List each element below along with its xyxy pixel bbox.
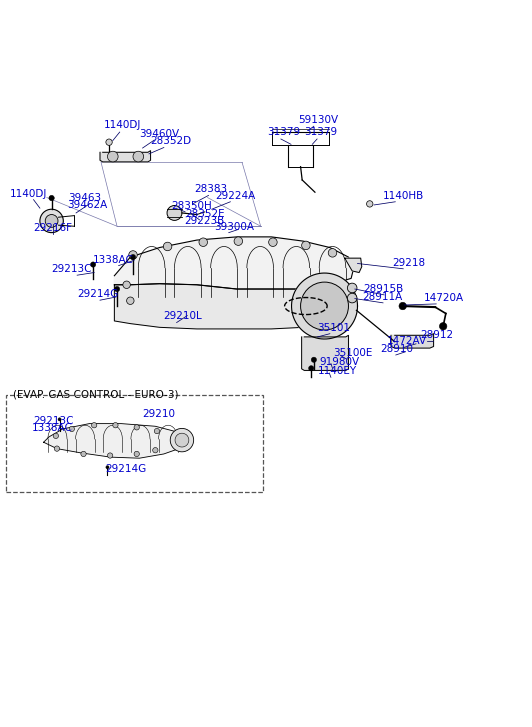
Polygon shape bbox=[345, 258, 362, 273]
Text: 28912: 28912 bbox=[420, 329, 453, 340]
Circle shape bbox=[40, 209, 63, 233]
Text: 1140DJ: 1140DJ bbox=[104, 121, 141, 130]
Text: 28352D: 28352D bbox=[150, 137, 191, 146]
Text: (EVAP. GAS CONTROL - EURO-3): (EVAP. GAS CONTROL - EURO-3) bbox=[13, 389, 179, 399]
Circle shape bbox=[130, 254, 136, 260]
Text: 29216F: 29216F bbox=[33, 222, 72, 233]
Text: 28915B: 28915B bbox=[363, 284, 404, 294]
Circle shape bbox=[367, 201, 373, 207]
Circle shape bbox=[45, 214, 58, 228]
Text: 29210: 29210 bbox=[142, 409, 175, 419]
Text: 39463: 39463 bbox=[68, 193, 101, 203]
Text: 29224A: 29224A bbox=[215, 190, 256, 201]
Text: 29214G: 29214G bbox=[77, 289, 119, 299]
Text: 39460V: 39460V bbox=[139, 129, 179, 139]
Circle shape bbox=[302, 241, 310, 249]
Text: 29210L: 29210L bbox=[163, 311, 202, 321]
Circle shape bbox=[113, 422, 118, 428]
Circle shape bbox=[347, 293, 357, 303]
Circle shape bbox=[133, 151, 144, 162]
Polygon shape bbox=[391, 334, 434, 348]
Circle shape bbox=[318, 297, 326, 305]
Circle shape bbox=[69, 426, 74, 432]
Circle shape bbox=[92, 422, 97, 428]
Text: 1338AC: 1338AC bbox=[93, 254, 134, 265]
Circle shape bbox=[439, 323, 447, 330]
Circle shape bbox=[234, 237, 243, 246]
Circle shape bbox=[175, 433, 189, 447]
Text: 31379: 31379 bbox=[268, 127, 301, 137]
Circle shape bbox=[167, 206, 182, 220]
Circle shape bbox=[134, 425, 139, 430]
Text: 91980V: 91980V bbox=[319, 357, 359, 367]
Text: 29214G: 29214G bbox=[105, 464, 147, 473]
Text: 28910: 28910 bbox=[380, 344, 413, 354]
Text: 29213C: 29213C bbox=[52, 264, 92, 274]
Circle shape bbox=[309, 366, 314, 371]
Circle shape bbox=[269, 238, 277, 246]
Circle shape bbox=[114, 286, 120, 292]
Circle shape bbox=[107, 453, 113, 458]
Polygon shape bbox=[292, 273, 358, 339]
Text: 1338AC: 1338AC bbox=[32, 422, 73, 433]
Circle shape bbox=[127, 297, 134, 305]
Text: 14720A: 14720A bbox=[424, 293, 464, 303]
Text: 1140EY: 1140EY bbox=[318, 366, 357, 377]
Circle shape bbox=[107, 151, 118, 162]
Circle shape bbox=[163, 242, 172, 251]
Circle shape bbox=[311, 357, 317, 363]
Circle shape bbox=[53, 433, 59, 438]
Polygon shape bbox=[114, 237, 354, 289]
Circle shape bbox=[314, 286, 322, 294]
Text: 1140HB: 1140HB bbox=[383, 190, 425, 201]
Circle shape bbox=[301, 282, 348, 330]
Text: 35101: 35101 bbox=[318, 323, 351, 333]
Circle shape bbox=[106, 466, 109, 469]
Circle shape bbox=[199, 238, 207, 246]
Circle shape bbox=[170, 428, 194, 451]
Text: 59130V: 59130V bbox=[298, 115, 338, 125]
Circle shape bbox=[153, 448, 158, 453]
Circle shape bbox=[90, 262, 96, 268]
Text: 31379: 31379 bbox=[304, 127, 337, 137]
Circle shape bbox=[399, 302, 406, 310]
Text: 29223B: 29223B bbox=[185, 216, 225, 225]
Circle shape bbox=[347, 284, 357, 293]
Circle shape bbox=[328, 249, 337, 257]
Text: 35100E: 35100E bbox=[334, 348, 373, 358]
Circle shape bbox=[129, 251, 137, 260]
Text: 28911A: 28911A bbox=[362, 292, 402, 302]
Circle shape bbox=[58, 418, 61, 421]
Text: 1472AV: 1472AV bbox=[387, 337, 427, 347]
Polygon shape bbox=[44, 424, 190, 458]
Bar bbox=[6, 395, 263, 492]
Circle shape bbox=[154, 428, 160, 434]
Polygon shape bbox=[302, 335, 348, 371]
Circle shape bbox=[54, 446, 60, 451]
Circle shape bbox=[106, 139, 112, 145]
Text: 28350H: 28350H bbox=[171, 201, 212, 211]
Text: 29213C: 29213C bbox=[34, 416, 74, 426]
Polygon shape bbox=[114, 284, 351, 329]
Text: 39300A: 39300A bbox=[214, 222, 254, 232]
Circle shape bbox=[134, 451, 139, 457]
Text: 1140DJ: 1140DJ bbox=[10, 188, 47, 198]
Text: 28352E: 28352E bbox=[185, 209, 225, 219]
Polygon shape bbox=[100, 150, 151, 162]
Text: 29218: 29218 bbox=[393, 258, 426, 268]
Circle shape bbox=[49, 196, 54, 201]
Circle shape bbox=[123, 281, 130, 289]
Text: 39462A: 39462A bbox=[67, 200, 107, 210]
Text: 28383: 28383 bbox=[194, 185, 227, 194]
Circle shape bbox=[81, 451, 86, 457]
